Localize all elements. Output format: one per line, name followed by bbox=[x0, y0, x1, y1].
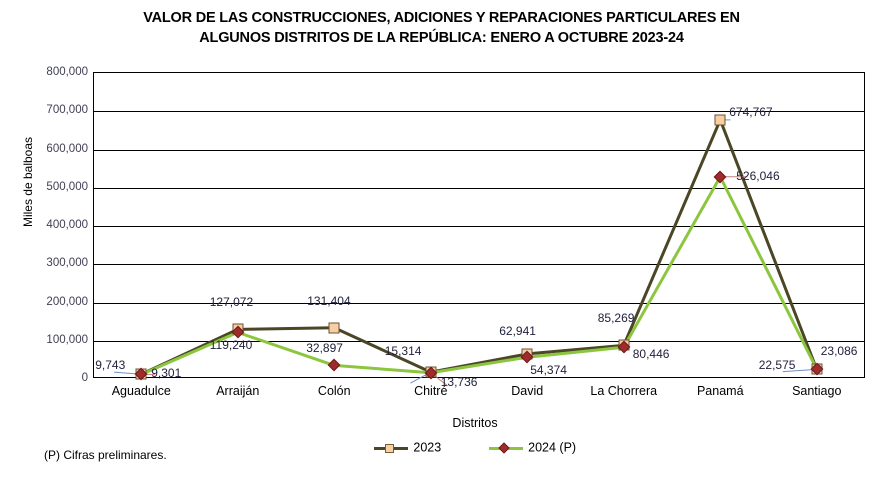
y-axis-tick-label: 800,000 bbox=[46, 66, 88, 78]
data-label: 9,743 bbox=[95, 358, 126, 373]
y-axis-tick-label: 500,000 bbox=[46, 180, 88, 193]
legend-swatch-2023-icon bbox=[373, 442, 408, 454]
data-label: 131,404 bbox=[307, 293, 351, 308]
x-axis-tick-label: Arraiján bbox=[216, 384, 260, 398]
x-axis-tick-label: Panamá bbox=[696, 384, 744, 398]
chart-title-line-2: ALGUNOS DISTRITOS DE LA REPÚBLICA: ENERO… bbox=[199, 30, 684, 46]
y-axis-tick-label: 100,000 bbox=[46, 333, 88, 346]
legend-item-2024[interactable]: 2024 (P) bbox=[488, 440, 577, 456]
legend-label-2023: 2023 bbox=[413, 441, 442, 456]
data-label: 80,446 bbox=[632, 347, 670, 362]
legend-swatch-2024-icon bbox=[488, 441, 523, 454]
gridline bbox=[94, 226, 864, 227]
gridline bbox=[94, 187, 864, 189]
footnote: (P) Cifras preliminares. bbox=[44, 448, 167, 462]
data-label: 22,575 bbox=[758, 358, 796, 373]
data-label: 9,301 bbox=[151, 366, 182, 381]
legend-item-2023[interactable]: 2023 bbox=[373, 440, 442, 456]
data-label: 526,046 bbox=[736, 168, 780, 183]
y-axis-tick-label: 300,000 bbox=[46, 257, 88, 270]
data-label: 15,314 bbox=[384, 344, 422, 359]
x-axis-tick-label: David bbox=[511, 384, 544, 398]
data-label: 62,941 bbox=[499, 323, 536, 338]
x-axis-tick-label: Chitré bbox=[414, 384, 448, 398]
y-axis-tick-label: 0 bbox=[81, 372, 88, 384]
y-axis-tick-labels: 0 100,000 200,000 300,000 400,000 500,000 600,… bbox=[18, 66, 88, 384]
data-label: 674,767 bbox=[729, 104, 773, 119]
data-label: 32,897 bbox=[306, 341, 343, 356]
x-axis-tick-label: La Chorrera bbox=[590, 384, 658, 398]
data-label: 127,072 bbox=[209, 295, 254, 310]
chart-title: VALOR DE LAS CONSTRUCCIONES, ADICIONES Y… bbox=[60, 8, 823, 48]
x-axis-tick-label: Aguadulce bbox=[111, 384, 171, 398]
legend-label-2024: 2024 (P) bbox=[528, 441, 577, 456]
y-axis-tick-label: 400,000 bbox=[46, 219, 88, 231]
chart-title-line-1: VALOR DE LAS CONSTRUCCIONES, ADICIONES Y… bbox=[143, 10, 740, 26]
gridline bbox=[94, 264, 864, 266]
data-label: 13,736 bbox=[440, 374, 478, 389]
data-label: 85,269 bbox=[597, 311, 635, 326]
data-label: 119,240 bbox=[209, 338, 253, 353]
x-axis-title: Distritos bbox=[452, 416, 498, 430]
data-label: 54,374 bbox=[530, 363, 567, 378]
data-point-marker bbox=[714, 114, 726, 126]
gridline bbox=[94, 111, 864, 113]
x-axis-tick-labels: Aguadulce Arraiján Colón Chitré David La Chor… bbox=[93, 384, 865, 404]
data-point-marker bbox=[328, 322, 340, 334]
x-axis-tick-label: Santiago bbox=[792, 384, 842, 398]
chart-legend: 2023 2024 (P) bbox=[0, 440, 883, 455]
y-axis-tick-label: 700,000 bbox=[46, 104, 88, 117]
y-axis-tick-label: 200,000 bbox=[46, 295, 88, 308]
gridline bbox=[94, 149, 864, 151]
x-axis-tick-label: Colón bbox=[317, 384, 351, 398]
data-label: 23,086 bbox=[820, 344, 858, 359]
y-axis-tick-label: 600,000 bbox=[46, 142, 88, 155]
